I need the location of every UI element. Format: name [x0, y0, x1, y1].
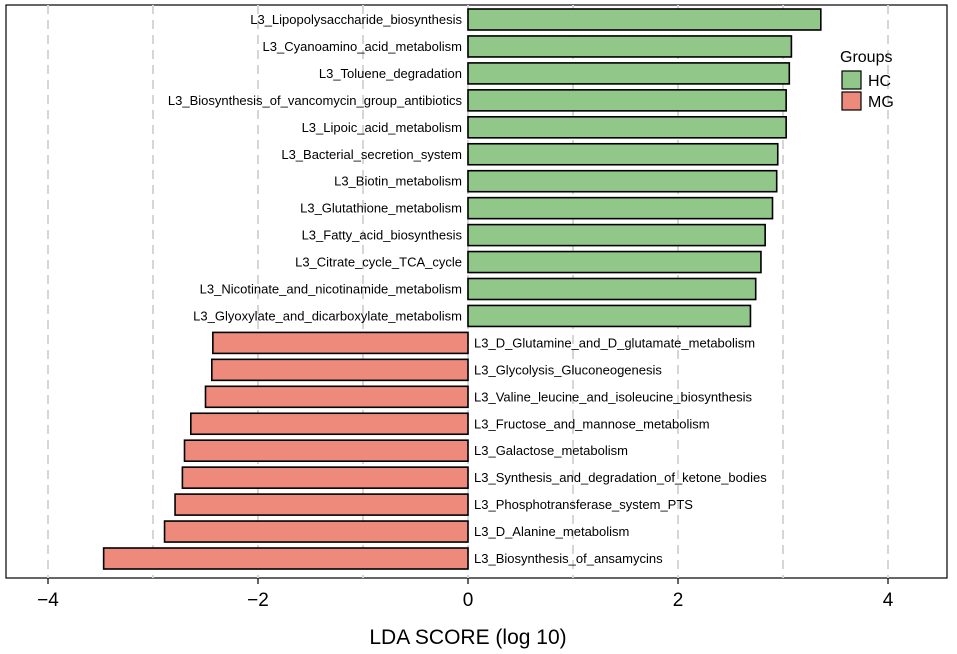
bar-label: L3_Lipoic_acid_metabolism — [302, 120, 462, 135]
bar-label: L3_Citrate_cycle_TCA_cycle — [295, 255, 462, 270]
x-tick-label: −4 — [37, 590, 59, 611]
bar-hc — [467, 277, 757, 301]
bar-label: L3_Galactose_metabolism — [474, 443, 628, 458]
x-tick-label: 0 — [463, 590, 474, 611]
bar-label: L3_D_Alanine_metabolism — [474, 524, 629, 539]
bar-hc — [467, 8, 822, 31]
bar-mg — [181, 466, 469, 489]
bar-mg — [163, 520, 469, 543]
bar-label: L3_D_Glutamine_and_D_glutamate_metabolis… — [474, 335, 755, 350]
bar-label: L3_Synthesis_and_degradation_of_ketone_b… — [474, 470, 767, 485]
x-tick-label: 2 — [673, 590, 684, 611]
x-axis-title: LDA SCORE (log 10) — [369, 626, 566, 649]
bar-hc — [467, 142, 779, 166]
bar-label: L3_Glyoxylate_and_dicarboxylate_metaboli… — [193, 308, 462, 323]
bar-label: L3_Fatty_acid_biosynthesis — [302, 228, 463, 243]
x-tick-label: 4 — [883, 590, 894, 611]
bar-label: L3_Valine_leucine_and_isoleucine_biosynt… — [474, 389, 753, 404]
bar-label: L3_Nicotinate_and_nicotinamide_metabolis… — [200, 282, 462, 297]
legend-swatch-hc — [841, 70, 862, 90]
bar-hc — [467, 196, 774, 220]
bar-mg — [204, 385, 469, 409]
bar-label: L3_Phosphotransferase_system_PTS — [474, 497, 693, 512]
bar-hc — [467, 35, 793, 58]
bar-mg — [174, 493, 469, 516]
legend-items: HC MG — [841, 70, 894, 111]
x-tick-label: −2 — [247, 590, 269, 611]
legend: Groups HC MG — [840, 49, 894, 111]
legend-swatch-mg — [841, 91, 862, 111]
bar-label: L3_Toluene_degradation — [319, 66, 462, 81]
bar-label: L3_Glutathione_metabolism — [300, 201, 462, 216]
legend-title: Groups — [840, 49, 892, 66]
bar-mg — [212, 331, 469, 355]
bar-label: L3_Biosynthesis_of_vancomycin_group_anti… — [168, 93, 463, 108]
bar-mg — [211, 358, 469, 382]
bar-mg — [102, 547, 469, 570]
bar-label: L3_Lipopolysaccharide_biosynthesis — [250, 12, 462, 27]
bar-mg — [183, 439, 469, 463]
bar-hc — [467, 223, 766, 247]
bar-label: L3_Biosynthesis_of_ansamycins — [474, 551, 663, 566]
bar-label: L3_Fructose_and_mannose_metabolism — [474, 416, 710, 431]
bar-label: L3_Biotin_metabolism — [334, 174, 462, 189]
bar-hc — [467, 169, 778, 193]
bar-layer — [102, 8, 822, 570]
bar-hc — [467, 250, 762, 274]
x-axis-ticks: −4 −2 0 2 4 — [37, 578, 894, 611]
bar-hc — [467, 304, 752, 328]
bar-hc — [467, 89, 787, 112]
legend-label-mg: MG — [868, 94, 894, 111]
bar-label: L3_Glycolysis_Gluconeogenesis — [474, 362, 662, 377]
bar-label-layer: L3_Lipopolysaccharide_biosynthesis L3_Cya… — [168, 12, 767, 566]
bar-hc — [467, 62, 791, 85]
bar-label: L3_Cyanoamino_acid_metabolism — [263, 39, 462, 54]
bar-hc — [467, 116, 787, 139]
bar-label: L3_Bacterial_secretion_system — [281, 147, 462, 162]
legend-label-hc: HC — [868, 73, 891, 90]
bar-mg — [190, 412, 469, 436]
